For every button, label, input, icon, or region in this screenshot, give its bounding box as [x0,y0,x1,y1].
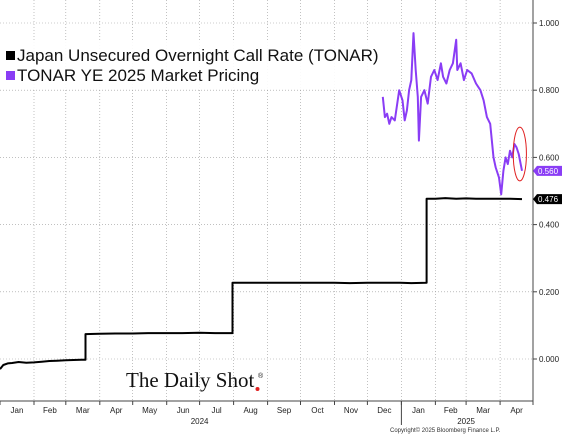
annotation-ellipse [512,126,527,182]
y-tick-label: 0.800 [539,86,560,95]
x-tick-label: Apr [110,406,123,415]
y-tick-label: 1.000 [539,19,560,28]
x-tick-label: Jul [211,406,221,415]
copyright-credit: Copyright© 2025 Bloomberg Finance L.P. [390,427,501,434]
y-tick-label: 0.400 [539,221,560,230]
year-label: 2024 [191,417,209,426]
x-tick-label: Oct [311,406,324,415]
legend: Japan Unsecured Overnight Call Rate (TON… [0,40,379,89]
series-line-tonar [0,197,523,370]
x-tick-label: Mar [76,406,90,415]
x-tick-label: Dec [377,406,391,415]
x-tick-label: Feb [43,406,57,415]
brand-logo-text: The Daily Shot [126,368,254,392]
x-tick-label: Sep [277,406,292,415]
x-tick-label: Jun [177,406,190,415]
legend-label-tonar: Japan Unsecured Overnight Call Rate (TON… [17,46,379,65]
x-tick-label: Jan [412,406,425,415]
x-tick-label: Jan [11,406,24,415]
legend-swatch-tonar [6,51,15,60]
x-axis-ticks: Jan Feb Mar Apr May Jun Jul Aug Sep Oct Nov Dec Jan F… [0,401,534,426]
last-value-badge-tonar: 0.476 [533,194,562,205]
x-tick-label: May [142,406,157,415]
series-layer [0,32,523,370]
y-tick-label: 0.600 [539,153,560,162]
x-tick-label: Feb [444,406,458,415]
brand-red-dot [255,387,260,391]
series-line-market-pricing [381,32,523,196]
year-label: 2025 [457,417,475,426]
legend-swatch-market-pricing [6,71,15,80]
badge-label: 0.560 [538,167,559,176]
x-tick-label: Nov [344,406,358,415]
x-tick-label: Aug [243,406,257,415]
last-value-badge-market-pricing: 0.560 [533,165,562,176]
badge-background [533,165,562,176]
y-tick-label: 0.200 [539,288,560,297]
badge-background [533,194,562,205]
brand-registered-mark: ® [258,372,264,380]
legend-background [0,40,372,89]
y-tick-label: 0.000 [539,355,560,364]
last-value-badges: 0.476 0.560 [533,165,562,205]
y-axis-ticks: 0.000 0.200 0.400 0.600 0.800 1.000 [533,19,560,364]
badge-label: 0.476 [538,195,559,204]
legend-label-market-pricing: TONAR YE 2025 Market Pricing [17,66,259,85]
x-tick-label: Mar [476,406,490,415]
x-tick-label: Apr [510,406,523,415]
daily-shot-logo: The Daily Shot ® [126,368,264,392]
